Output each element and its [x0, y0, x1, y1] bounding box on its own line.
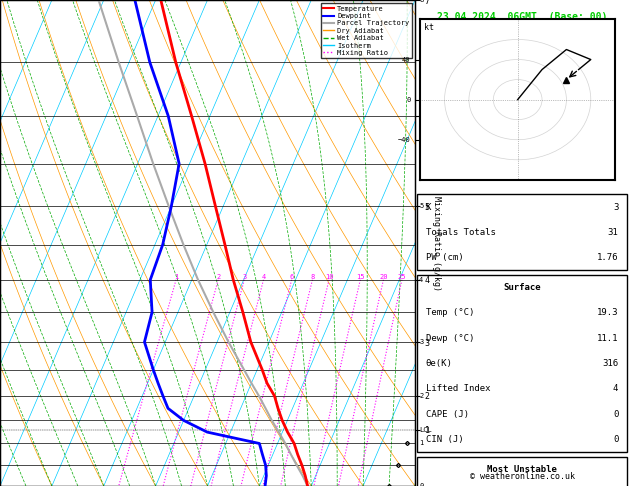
Text: CAPE (J): CAPE (J) — [426, 410, 469, 418]
Text: Temp (°C): Temp (°C) — [426, 309, 474, 317]
Text: K: K — [426, 203, 431, 211]
Legend: Temperature, Dewpoint, Parcel Trajectory, Dry Adiabat, Wet Adiabat, Isotherm, Mi: Temperature, Dewpoint, Parcel Trajectory… — [321, 3, 411, 58]
Text: 15: 15 — [356, 274, 365, 280]
Text: 2: 2 — [216, 274, 220, 280]
Text: 1.76: 1.76 — [597, 253, 618, 262]
Text: 25: 25 — [398, 274, 406, 280]
Text: Totals Totals: Totals Totals — [426, 228, 496, 237]
Bar — [417, 194, 627, 270]
Text: 10: 10 — [325, 274, 333, 280]
Text: © weatheronline.co.uk: © weatheronline.co.uk — [469, 472, 574, 481]
Text: 4: 4 — [262, 274, 265, 280]
Text: 6: 6 — [289, 274, 294, 280]
Text: 3: 3 — [242, 274, 247, 280]
Text: 2: 2 — [419, 393, 423, 399]
Text: 23.04.2024  06GMT  (Base: 00): 23.04.2024 06GMT (Base: 00) — [437, 12, 607, 22]
Text: Lifted Index: Lifted Index — [426, 384, 490, 393]
Text: 0: 0 — [613, 435, 618, 444]
Text: 3: 3 — [419, 339, 423, 345]
Text: 1: 1 — [419, 440, 423, 447]
Bar — [417, 457, 627, 486]
Text: 20: 20 — [379, 274, 387, 280]
Text: Dewp (°C): Dewp (°C) — [426, 334, 474, 343]
Text: 11.1: 11.1 — [597, 334, 618, 343]
Text: 4: 4 — [613, 384, 618, 393]
Text: 8: 8 — [419, 0, 423, 3]
Text: CIN (J): CIN (J) — [426, 435, 464, 444]
Text: 0: 0 — [613, 410, 618, 418]
Bar — [417, 275, 627, 452]
Text: Surface: Surface — [503, 283, 541, 292]
Text: 0: 0 — [419, 483, 423, 486]
Text: 19.3: 19.3 — [597, 309, 618, 317]
Text: kt: kt — [424, 23, 434, 32]
Text: 8: 8 — [310, 274, 314, 280]
Text: LCL: LCL — [419, 427, 432, 433]
Text: 31: 31 — [608, 228, 618, 237]
Text: Most Unstable: Most Unstable — [487, 465, 557, 474]
Text: θe(K): θe(K) — [426, 359, 453, 368]
Text: PW (cm): PW (cm) — [426, 253, 464, 262]
Text: 5: 5 — [419, 203, 423, 209]
Text: 1: 1 — [174, 274, 178, 280]
Text: 316: 316 — [602, 359, 618, 368]
Text: 6: 6 — [419, 113, 423, 119]
Text: 4: 4 — [419, 277, 423, 283]
Y-axis label: Mixing Ratio (g/kg): Mixing Ratio (g/kg) — [432, 195, 441, 291]
Text: 3: 3 — [613, 203, 618, 211]
